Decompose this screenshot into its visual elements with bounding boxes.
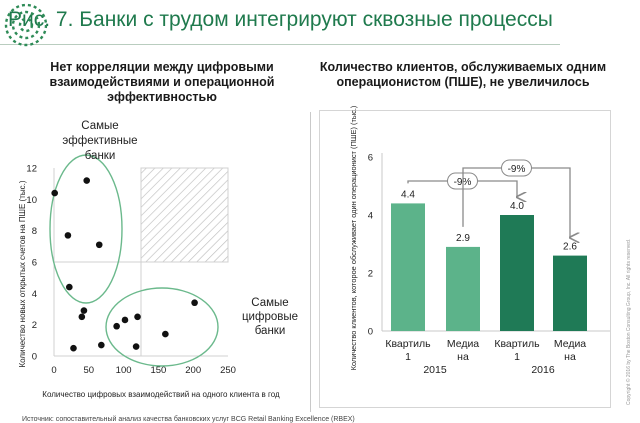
bar-category-label: на (457, 351, 469, 363)
scatter-point (98, 341, 105, 349)
year-label-2016: 2016 (531, 364, 555, 376)
bar-chart-frame (319, 110, 611, 408)
bar-category-label: 1 (405, 351, 411, 363)
bar-value-label: 2.6 (563, 242, 577, 253)
scatter-point (66, 283, 73, 291)
bar (446, 246, 480, 331)
bar-category-label: Квартиль (385, 338, 431, 350)
scatter-x-tick-label: 150 (150, 365, 166, 376)
logo-icon (4, 3, 48, 47)
bar-y-tick-label: 6 (368, 153, 373, 164)
bar-value-label: 2.9 (456, 233, 470, 244)
scatter-point (83, 177, 91, 184)
bar (500, 215, 534, 331)
bar-value-label: 4.4 (401, 189, 415, 200)
scatter-y-tick-label: 6 (32, 258, 37, 269)
scatter-y-tick-label: 12 (26, 164, 37, 175)
scatter-x-axis-label: Количество цифровых взаимодействий на од… (42, 390, 280, 399)
page-title: Рис. 7. Банки с трудом интегрируют сквоз… (8, 8, 553, 31)
efficient-banks-ellipse (49, 154, 123, 304)
bar-category-label: Медиа (554, 338, 586, 350)
scatter-x-tick-label: 0 (51, 365, 56, 376)
scatter-point (162, 330, 169, 338)
digital-banks-label: банки (255, 325, 286, 337)
bar-title: Количество клиентов, обслуживаемых одним… (319, 60, 607, 89)
scatter-x-tick-label: 200 (185, 365, 201, 376)
title-divider (0, 44, 560, 45)
bar (553, 255, 587, 331)
scatter-y-axis-label: Количество новых открытых счетов на ПШЕ … (18, 180, 27, 367)
bar-category-label: Квартиль (494, 338, 540, 350)
scatter-x-tick-label: 50 (84, 365, 95, 376)
year-label-2015: 2015 (423, 364, 447, 376)
scatter-point (132, 343, 140, 350)
scatter-y-tick-label: 8 (32, 226, 37, 237)
efficient-banks-label: Самые (81, 120, 118, 132)
efficient-banks-label: эффективные (62, 135, 137, 147)
digital-banks-ellipse (105, 287, 219, 367)
scatter-point (134, 313, 141, 321)
scatter-y-tick-label: 2 (32, 320, 37, 331)
scatter-point (64, 232, 72, 239)
source-note: Источник: сопоставительный анализ качест… (22, 416, 355, 423)
scatter-x-tick-label: 250 (220, 365, 236, 376)
digital-banks-label: цифровые (242, 311, 298, 323)
scatter-point (121, 316, 129, 324)
bar-value-label: 4.0 (510, 201, 524, 212)
scatter-point (78, 313, 86, 321)
efficient-banks-label: банки (85, 150, 116, 162)
scatter-y-tick-label: 10 (26, 195, 37, 206)
scatter-y-tick-label: 0 (32, 352, 37, 363)
scatter-point (113, 322, 120, 330)
change-median-label: -9% (508, 164, 526, 175)
scatter-y-tick-label: 4 (32, 289, 37, 300)
scatter-point (191, 299, 198, 307)
scatter-point (51, 189, 58, 197)
bar-category-label: 1 (514, 351, 520, 363)
scatter-point (70, 344, 77, 352)
change-median-badge (501, 159, 532, 177)
panel-divider (310, 112, 311, 412)
scatter-point (95, 241, 103, 249)
bar-category-label: Медиа (447, 338, 479, 350)
bar-y-axis-label: Количество клиентов, которое обслуживает… (349, 106, 358, 371)
scatter-point (80, 307, 88, 314)
bar-category-label: на (564, 351, 576, 363)
bar-y-tick-label: 0 (368, 327, 373, 338)
scatter-x-tick-label: 100 (116, 365, 132, 376)
bar-y-tick-label: 2 (368, 269, 373, 280)
digital-banks-label: Самые (251, 297, 288, 309)
scatter-title: Нет корреляции между цифровыми взаимодей… (49, 60, 275, 104)
copyright-note: Copyright © 2016 by The Boston Consultin… (626, 238, 632, 405)
bar (391, 203, 425, 331)
hatched-quadrant (140, 167, 229, 263)
bar-y-tick-label: 4 (368, 211, 373, 222)
